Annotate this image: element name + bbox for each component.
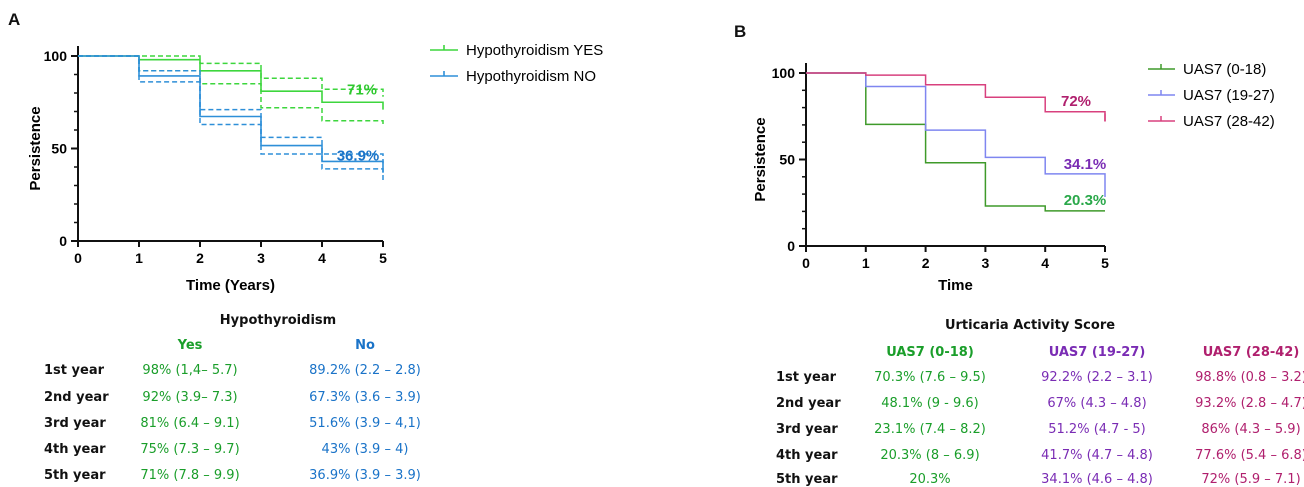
x-tick-label: 3 <box>982 255 990 271</box>
end-label-high: 72% <box>1061 93 1091 110</box>
table-b-cell: 98.8% (0.8 – 3.2) <box>1195 370 1304 385</box>
table-b-cell: 93.2% (2.8 – 4.7) <box>1195 396 1304 411</box>
table-a-row-label: 4th year <box>44 442 106 457</box>
survival-line <box>78 55 384 110</box>
survival-line <box>806 72 1105 212</box>
table-b-cell: 20.3% (8 – 6.9) <box>880 448 980 463</box>
x-tick-label: 3 <box>257 250 265 266</box>
end-label-mid: 34.1% <box>1064 156 1107 173</box>
table-b-row-label: 1st year <box>776 370 836 385</box>
table-b-row-label: 3rd year <box>776 422 838 437</box>
table-b-cell: 34.1% (4.6 – 4.8) <box>1041 472 1153 487</box>
table-a-col-yes: Yes <box>177 338 203 353</box>
table-a-row-label: 2nd year <box>44 390 109 405</box>
legend-label: UAS7 (19-27) <box>1183 87 1275 104</box>
y-tick-label: 0 <box>59 233 67 249</box>
table-b-cell: 48.1% (9 - 9.6) <box>881 396 979 411</box>
table-b-cell: 92.2% (2.2 – 3.1) <box>1041 370 1153 385</box>
end-label-low: 20.3% <box>1064 192 1107 209</box>
y-axis-label: Persistence <box>27 106 44 190</box>
table-b-cell: 70.3% (7.6 – 9.5) <box>874 370 986 385</box>
x-tick-label: 0 <box>802 255 810 271</box>
panel-b-letter: B <box>734 22 747 41</box>
survival-line <box>806 72 1106 122</box>
x-tick-label: 0 <box>74 250 82 266</box>
table-b-col-high: UAS7 (28-42) <box>1202 345 1300 360</box>
table-a-row-label: 1st year <box>44 363 104 378</box>
legend-label: Hypothyroidism NO <box>466 68 596 85</box>
table-a-cell: 67.3% (3.6 – 3.9) <box>309 390 421 405</box>
x-tick-label: 2 <box>196 250 204 266</box>
table-b-cell: 23.1% (7.4 – 8.2) <box>874 422 986 437</box>
table-b-cell: 77.6% (5.4 – 6.8) <box>1195 448 1304 463</box>
legend-label: UAS7 (0-18) <box>1183 61 1266 78</box>
table-a-cell: 92% (3.9– 7.3) <box>142 390 238 405</box>
table-b-row-label: 2nd year <box>776 396 841 411</box>
table-a-cell: 81% (6.4 – 9.1) <box>140 416 240 431</box>
x-tick-label: 4 <box>1041 255 1049 271</box>
end-label-yes: 71% <box>347 82 377 99</box>
survival-line <box>78 55 384 173</box>
y-tick-label: 0 <box>787 238 795 254</box>
table-b-row-label: 5th year <box>776 472 838 487</box>
table-b-cell: 72% (5.9 – 7.1) <box>1201 472 1301 487</box>
x-axis-label: Time (Years) <box>186 277 275 294</box>
y-tick-label: 50 <box>779 152 795 168</box>
y-tick-label: 50 <box>51 141 67 157</box>
table-b-col-low: UAS7 (0-18) <box>886 345 974 360</box>
survival-line <box>806 72 1106 188</box>
ci-upper-line <box>78 55 384 97</box>
x-tick-label: 5 <box>1101 255 1109 271</box>
panel-a-letter: A <box>8 10 21 29</box>
table-a-title: Hypothyroidism <box>219 313 337 328</box>
table-b-cell: 67% (4.3 – 4.8) <box>1047 396 1147 411</box>
x-tick-label: 2 <box>922 255 930 271</box>
table-b-cell: 51.2% (4.7 - 5) <box>1048 422 1146 437</box>
legend-label: Hypothyroidism YES <box>466 42 603 59</box>
table-a-cell: 89.2% (2.2 – 2.8) <box>309 363 421 378</box>
table-a-row-label: 3rd year <box>44 416 106 431</box>
y-tick-label: 100 <box>44 48 68 64</box>
table-a-cell: 98% (1,4– 5.7) <box>142 363 238 378</box>
table-a-cell: 75% (7.3 – 9.7) <box>140 442 240 457</box>
x-tick-label: 1 <box>135 250 143 266</box>
x-tick-label: 4 <box>318 250 326 266</box>
table-a-row-label: 5th year <box>44 468 106 483</box>
y-axis-label: Persistence <box>752 117 769 201</box>
y-tick-label: 100 <box>772 65 796 81</box>
x-tick-label: 5 <box>379 250 387 266</box>
legend-label: UAS7 (28-42) <box>1183 113 1275 130</box>
table-b-cell: 20.3% <box>909 472 951 487</box>
x-axis-label: Time <box>938 277 973 294</box>
ci-upper-line <box>78 55 384 164</box>
table-a-col-no: No <box>355 338 375 353</box>
table-a-cell: 51.6% (3.9 – 4,1) <box>309 416 421 431</box>
table-a-cell: 71% (7.8 – 9.9) <box>140 468 240 483</box>
table-b-row-label: 4th year <box>776 448 838 463</box>
x-tick-label: 1 <box>862 255 870 271</box>
end-label-no: 36.9% <box>337 148 380 165</box>
table-b-cell: 41.7% (4.7 – 4.8) <box>1041 448 1153 463</box>
table-b-cell: 86% (4.3 – 5.9) <box>1201 422 1301 437</box>
table-b-col-mid: UAS7 (19-27) <box>1048 345 1146 360</box>
table-b-title: Urticaria Activity Score <box>944 318 1116 333</box>
table-a-cell: 43% (3.9 – 4) <box>321 442 409 457</box>
table-a-cell: 36.9% (3.9 – 3.9) <box>309 468 421 483</box>
